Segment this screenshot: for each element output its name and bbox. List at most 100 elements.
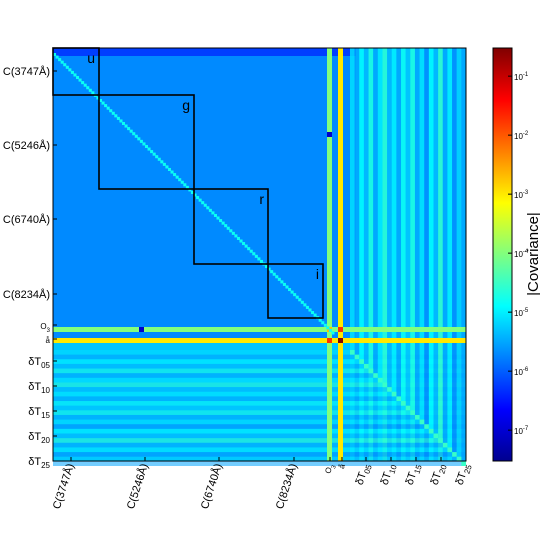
continuum-diagonal-cell — [142, 142, 146, 146]
continuum-diagonal-cell — [257, 257, 261, 261]
temperature-row-stripe — [53, 396, 466, 402]
temperature-diagonal-cell — [410, 410, 415, 415]
continuum-diagonal-cell — [58, 58, 62, 62]
continuum-diagonal-cell — [270, 270, 274, 274]
temperature-diagonal-cell — [373, 373, 378, 378]
temperature-diagonal-cell — [377, 377, 383, 383]
temperature-row-stripe — [53, 424, 466, 429]
temperature-column-stripe — [350, 48, 355, 461]
colorbar-tick-label: 10-1 — [514, 72, 529, 82]
continuum-diagonal-cell — [134, 134, 138, 138]
temperature-diagonal-cell — [452, 452, 457, 457]
temperature-column-stripe — [414, 48, 420, 461]
continuum-diagonal-cell — [60, 60, 64, 64]
continuum-diagonal-cell — [88, 88, 92, 92]
temperature-row-stripe — [53, 442, 466, 448]
ozone-column — [327, 48, 332, 461]
band-label-u: u — [87, 50, 95, 66]
heatmap-frame — [52, 47, 467, 462]
ozone-low-cell — [327, 132, 332, 137]
temperature-column-stripe — [382, 48, 388, 461]
continuum-diagonal-cell — [290, 290, 294, 294]
temperature-row-stripe — [53, 447, 466, 453]
continuum-diagonal-cell — [267, 267, 271, 271]
temperature-diagonal-cell — [428, 428, 434, 434]
ozone-angstrom-cell — [327, 338, 332, 343]
temperature-diagonal-cell — [405, 405, 411, 411]
temperature-column-stripe — [456, 48, 462, 461]
y-tick-label: δT05 — [28, 356, 50, 370]
angstrom-diagonal-cell — [338, 338, 343, 343]
continuum-diagonal-cell — [326, 326, 330, 330]
temperature-row-stripe — [53, 419, 466, 425]
y-tick-label: C(8234Å) — [3, 288, 50, 301]
colorbar-label: |Covariance| — [525, 212, 540, 296]
continuum-diagonal-cell — [211, 211, 215, 215]
continuum-diagonal-cell — [280, 280, 284, 284]
temperature-column-stripe — [442, 48, 448, 461]
temperature-row-stripe — [53, 456, 466, 462]
continuum-diagonal-cell — [236, 236, 240, 240]
y-tick-label: δT10 — [28, 381, 50, 395]
band-label-i: i — [316, 266, 319, 282]
y-tick-label: C(5246Å) — [3, 139, 50, 152]
x-tick-label: C(8234Å) — [273, 462, 300, 511]
temperature-row-stripe — [53, 350, 466, 355]
continuum-diagonal-cell — [242, 242, 246, 246]
continuum-diagonal-cell — [288, 288, 292, 292]
temperature-column-stripe — [363, 48, 369, 461]
band-label-r: r — [259, 191, 264, 207]
temperature-row-stripe — [53, 438, 466, 443]
continuum-diagonal-cell — [124, 124, 128, 128]
colorbar-gradient — [492, 47, 513, 462]
temperature-column-stripe — [433, 48, 439, 461]
temperature-diagonal-cell — [354, 354, 360, 360]
temperature-row-stripe — [53, 405, 466, 411]
temperature-diagonal-cell — [438, 438, 443, 443]
y-tick-label: å — [46, 336, 51, 345]
temperature-row-stripe — [53, 428, 466, 434]
continuum-diagonal-cell — [185, 185, 189, 189]
temperature-row-stripe — [53, 401, 466, 406]
continuum-diagonal-cell — [321, 321, 325, 325]
continuum-diagonal-cell — [78, 78, 82, 82]
angstrom-row — [53, 338, 466, 343]
temperature-diagonal-cell — [401, 401, 406, 406]
continuum-diagonal-cell — [157, 157, 161, 161]
continuum-diagonal-cell — [137, 137, 141, 141]
temperature-diagonal-cell — [419, 419, 425, 425]
temperature-column-stripe — [354, 48, 360, 461]
continuum-diagonal-cell — [104, 104, 108, 108]
temperature-diagonal-cell — [391, 391, 397, 397]
band-box-i — [267, 263, 324, 319]
x-tick-label: C(5246Å) — [124, 462, 151, 511]
temperature-row-stripe — [53, 373, 466, 378]
band-label-g: g — [182, 97, 190, 113]
colorbar: 10-1 10-2 10-3 10-4 10-5 10-6 10-7 |Covariance… — [492, 47, 540, 462]
continuum-diagonal-cell — [119, 119, 123, 123]
continuum-diagonal-cell — [65, 65, 69, 69]
continuum-diagonal-cell — [234, 234, 238, 238]
continuum-diagonal-cell — [208, 208, 212, 212]
continuum-diagonal-cell — [206, 206, 210, 210]
x-tick-label: C(3747Å) — [50, 462, 77, 511]
continuum-diagonal-cell — [63, 63, 67, 67]
temperature-row-stripe — [53, 363, 466, 369]
continuum-diagonal-cell — [106, 106, 110, 110]
temperature-diagonal-cell — [368, 368, 374, 374]
continuum-diagonal-cell — [83, 83, 87, 87]
continuum-diagonal-cell — [53, 53, 57, 57]
continuum-diagonal-cell — [219, 219, 223, 223]
temperature-row-stripe — [53, 461, 466, 466]
continuum-diagonal-cell — [180, 180, 184, 184]
x-tick-label: å — [337, 462, 347, 470]
y-tick-label: C(6740Å) — [3, 213, 50, 226]
continuum-diagonal-cell — [224, 224, 228, 228]
continuum-diagonal-cell — [275, 275, 279, 279]
temperature-diagonal-cell — [350, 350, 355, 355]
continuum-diagonal-cell — [198, 198, 202, 202]
temperature-diagonal-cell — [387, 387, 392, 392]
temperature-column-stripe — [428, 48, 434, 461]
continuum-diagonal-cell — [311, 311, 315, 315]
